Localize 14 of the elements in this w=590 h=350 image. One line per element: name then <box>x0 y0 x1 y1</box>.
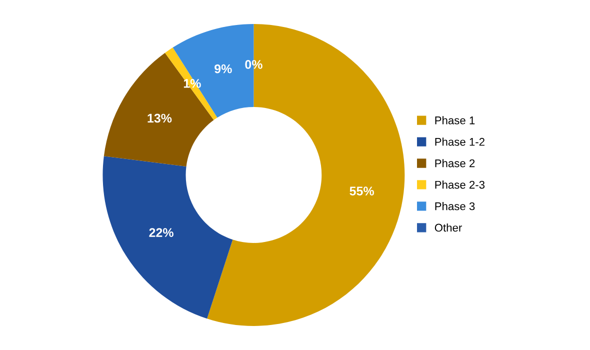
legend-label: Phase 1 <box>435 116 475 124</box>
donut-slice <box>102 156 233 319</box>
text: 0% <box>245 60 262 69</box>
legend-label: Other <box>434 223 462 232</box>
legend-label: Phase 2 <box>435 159 475 168</box>
donut-slice <box>104 52 214 166</box>
legend-label: Phase 1-2 <box>435 138 484 146</box>
data-label: 55% <box>350 186 374 196</box>
data-label: 9% <box>214 64 232 74</box>
donut-slice <box>207 24 405 326</box>
legend-label: Phase 3 <box>435 202 475 210</box>
data-label: 13% <box>148 114 172 123</box>
data-label: 22% <box>149 228 174 237</box>
legend-label: Phase 2-3 <box>435 180 485 189</box>
